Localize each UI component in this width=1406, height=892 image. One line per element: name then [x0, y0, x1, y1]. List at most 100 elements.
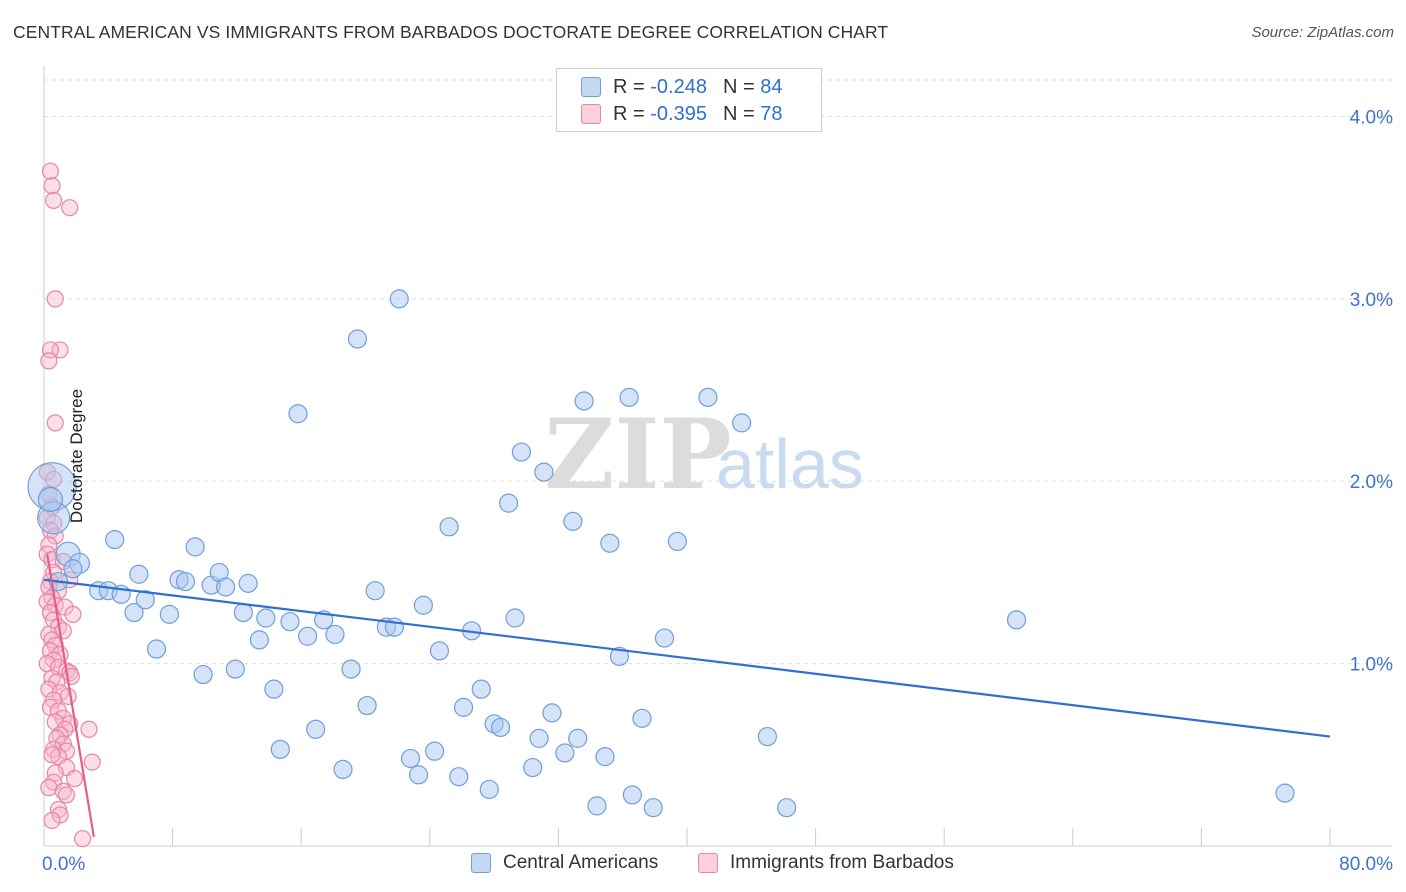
data-point-central-americans — [341, 659, 361, 679]
y-tick-labels: 1.0% 2.0% 3.0% 4.0% — [1350, 107, 1393, 675]
data-point-central-americans — [587, 796, 607, 816]
data-point-central-americans — [632, 708, 652, 728]
data-point-barbados — [41, 642, 60, 660]
data-point-central-americans — [568, 728, 588, 748]
data-point-central-americans — [479, 779, 499, 800]
legend-swatch-pink — [581, 104, 601, 124]
data-point-central-americans — [225, 659, 245, 679]
legend-n-label: N = — [722, 75, 755, 98]
data-point-barbados — [46, 414, 64, 432]
data-point-central-americans — [425, 741, 445, 761]
data-point-central-americans — [429, 641, 450, 661]
correlation-legend: R = -0.248 N = 84 R = -0.395 N = 78 — [556, 68, 822, 132]
data-point-central-americans — [757, 726, 777, 747]
data-point-barbados — [43, 811, 61, 830]
y-axis-label: Doctorate Degree — [67, 388, 87, 524]
data-point-central-americans — [1275, 783, 1295, 803]
x-tick-label: 0.0% — [42, 854, 85, 875]
data-point-central-americans — [654, 628, 675, 648]
data-point-central-americans — [185, 537, 205, 557]
data-point-central-americans — [574, 391, 594, 411]
data-point-central-americans — [1006, 610, 1027, 630]
data-point-central-americans — [563, 511, 583, 531]
data-point-central-americans — [256, 608, 276, 628]
data-point-central-americans — [270, 739, 290, 759]
y-tick-label: 3.0% — [1350, 290, 1393, 311]
trend-lines — [43, 554, 1331, 838]
data-point-central-americans — [555, 743, 575, 763]
data-point-central-americans — [471, 679, 491, 699]
data-point-central-americans — [542, 703, 562, 723]
data-point-central-americans — [347, 329, 368, 349]
legend-n-label: N = — [722, 102, 755, 125]
data-point-barbados — [40, 352, 58, 370]
data-point-central-americans — [667, 531, 687, 552]
data-point-barbados — [43, 746, 61, 764]
legend-r-value: -0.248 — [650, 75, 707, 98]
data-point-barbados — [64, 605, 82, 623]
data-point-central-americans — [698, 387, 718, 407]
data-point-central-americans — [333, 759, 353, 780]
trend-line-central-americans — [43, 578, 1331, 738]
data-point-central-americans — [129, 564, 149, 584]
data-point-central-americans — [159, 604, 179, 624]
legend-swatch-pink — [698, 853, 718, 873]
legend-row-barbados: R = -0.395 N = 78 — [581, 102, 782, 126]
data-point-central-americans — [777, 798, 797, 818]
y-tick-label: 4.0% — [1350, 107, 1393, 128]
data-point-central-americans — [249, 630, 270, 650]
data-point-barbados — [41, 162, 60, 180]
legend-r-label: R = — [613, 102, 645, 125]
data-point-central-americans — [413, 595, 433, 615]
data-point-barbados — [57, 786, 76, 804]
series-central-americans — [27, 289, 1295, 818]
chart-title: CENTRAL AMERICAN VS IMMIGRANTS FROM BARB… — [13, 22, 889, 42]
legend-row-central-americans: R = -0.248 N = 84 — [581, 75, 782, 99]
data-point-central-americans — [193, 664, 213, 685]
bottom-legend-central-americans: Central Americans — [471, 852, 658, 874]
x-tick-label: 80.0% — [1339, 854, 1393, 875]
legend-n-value: 78 — [760, 102, 783, 125]
data-point-central-americans — [37, 486, 64, 513]
data-point-central-americans — [622, 785, 642, 805]
data-point-central-americans — [124, 602, 144, 623]
data-point-barbados — [80, 720, 98, 738]
bottom-legend-barbados: Immigrants from Barbados — [698, 852, 954, 874]
data-point-barbados — [73, 830, 92, 848]
data-point-barbados — [40, 680, 58, 698]
data-point-central-americans — [135, 590, 155, 610]
data-point-central-americans — [357, 695, 377, 716]
data-point-barbados — [51, 341, 69, 359]
data-point-central-americans — [400, 748, 421, 769]
data-point-central-americans — [238, 573, 258, 593]
data-point-central-americans — [175, 571, 196, 592]
data-point-central-americans — [216, 577, 236, 597]
watermark-atlas: atlas — [716, 425, 864, 503]
data-point-central-americans — [529, 728, 549, 748]
legend-swatch-blue — [581, 77, 601, 97]
data-point-central-americans — [146, 639, 167, 659]
watermark-zip: ZIP — [544, 398, 731, 511]
data-point-central-americans — [534, 462, 554, 482]
data-point-barbados — [65, 769, 84, 788]
legend-series-name: Immigrants from Barbados — [730, 852, 954, 873]
data-point-barbados — [41, 341, 60, 359]
data-point-central-americans — [408, 765, 429, 785]
y-tick-label: 2.0% — [1350, 472, 1393, 493]
data-point-barbados — [46, 290, 64, 308]
data-point-central-americans — [449, 767, 469, 787]
data-point-central-americans — [595, 747, 615, 767]
data-point-barbados — [59, 687, 77, 706]
data-point-central-americans — [306, 719, 326, 739]
data-point-central-americans — [298, 626, 318, 646]
source-label: Source: ZipAtlas.com — [1251, 24, 1394, 41]
data-point-central-americans — [233, 602, 253, 623]
legend-n-value: 84 — [760, 75, 783, 98]
data-point-central-americans — [609, 646, 630, 666]
data-point-central-americans — [453, 697, 474, 717]
data-point-central-americans — [523, 757, 543, 778]
data-point-barbados — [40, 779, 58, 797]
data-point-central-americans — [505, 608, 525, 628]
data-point-central-americans — [264, 679, 284, 699]
data-point-central-americans — [280, 612, 300, 632]
